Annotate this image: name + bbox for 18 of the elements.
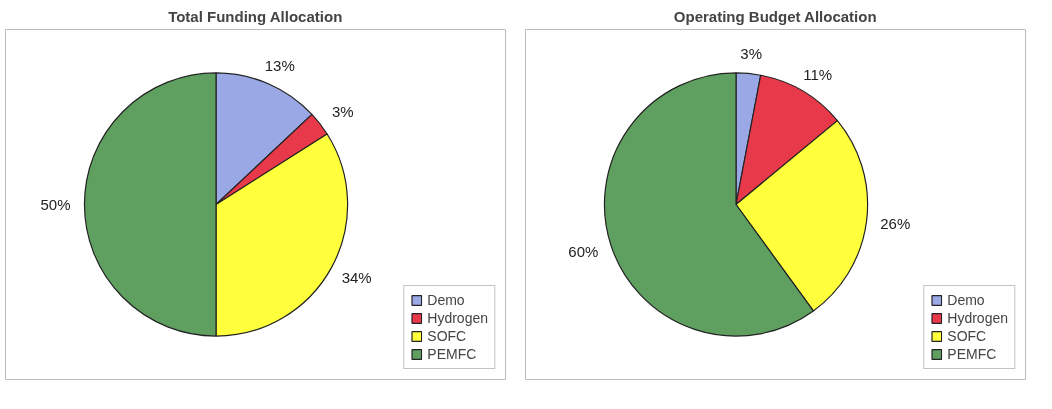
data-label: 13% — [264, 57, 295, 75]
data-label: 3% — [332, 103, 354, 121]
data-label: 50% — [40, 196, 71, 213]
chart-title: Total Funding Allocation — [168, 7, 343, 25]
data-label: 34% — [341, 268, 372, 286]
data-label: 26% — [880, 214, 911, 232]
legend-label: Demo — [947, 292, 985, 308]
legend-label: PEMFC — [427, 346, 477, 362]
legend-label: SOFC — [427, 328, 467, 344]
legend-label: Demo — [427, 292, 465, 308]
data-label: 11% — [803, 65, 833, 83]
chart-title: Operating Budget Allocation — [673, 7, 877, 25]
legend-label: SOFC — [947, 328, 987, 344]
legend-label: PEMFC — [947, 346, 997, 362]
data-label: 3% — [740, 45, 762, 63]
legend-label: Hydrogen — [427, 310, 488, 326]
legend-label: Hydrogen — [947, 310, 1008, 326]
data-label: 60% — [568, 242, 599, 260]
